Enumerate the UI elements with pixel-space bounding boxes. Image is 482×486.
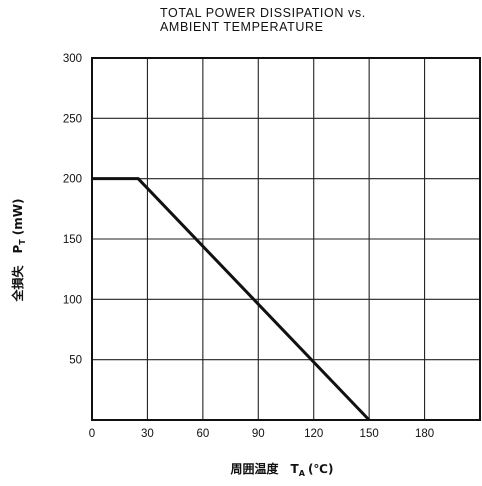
- y-tick-label: 250: [63, 113, 82, 125]
- y-axis-label-unit: (mW): [11, 199, 25, 236]
- tick-labels: 0 30 60 90 120 150 180 50 100 150 200 250 300: [63, 53, 434, 440]
- x-tick-label: 30: [141, 428, 154, 440]
- x-tick-label: 180: [415, 428, 434, 440]
- y-tick-label: 300: [63, 53, 82, 65]
- plot-frame: [91, 57, 481, 421]
- y-tick-label: 150: [63, 234, 82, 246]
- x-tick-label: 120: [304, 428, 323, 440]
- x-tick-label: 150: [360, 428, 379, 440]
- y-axis-label-sub: T: [18, 239, 27, 245]
- x-axis-label-sub: A: [299, 469, 306, 478]
- x-axis-label-unit: (℃): [308, 462, 334, 476]
- y-tick-label: 100: [63, 294, 82, 306]
- x-axis-label: 周囲温度 TA (℃): [231, 461, 334, 478]
- chart-title-line-2: AMBIENT TEMPERATURE: [160, 20, 324, 34]
- x-axis-label-main: 周囲温度 T: [231, 461, 300, 476]
- chart-title-line-1: TOTAL POWER DISSIPATION vs.: [160, 6, 366, 20]
- series-line: [92, 177, 371, 422]
- y-tick-label: 50: [69, 355, 82, 367]
- x-tick-label: 0: [89, 428, 95, 440]
- grid-lines: [92, 58, 480, 420]
- x-tick-label: 90: [252, 428, 265, 440]
- y-tick-label: 200: [63, 174, 82, 186]
- series-group: [92, 177, 371, 422]
- x-tick-label: 60: [196, 428, 209, 440]
- chart-title: TOTAL POWER DISSIPATION vs. AMBIENT TEMP…: [160, 6, 366, 34]
- y-axis-label-main: 全損失 P: [10, 244, 25, 302]
- y-axis-label: 全損失 PT (mW): [10, 199, 27, 303]
